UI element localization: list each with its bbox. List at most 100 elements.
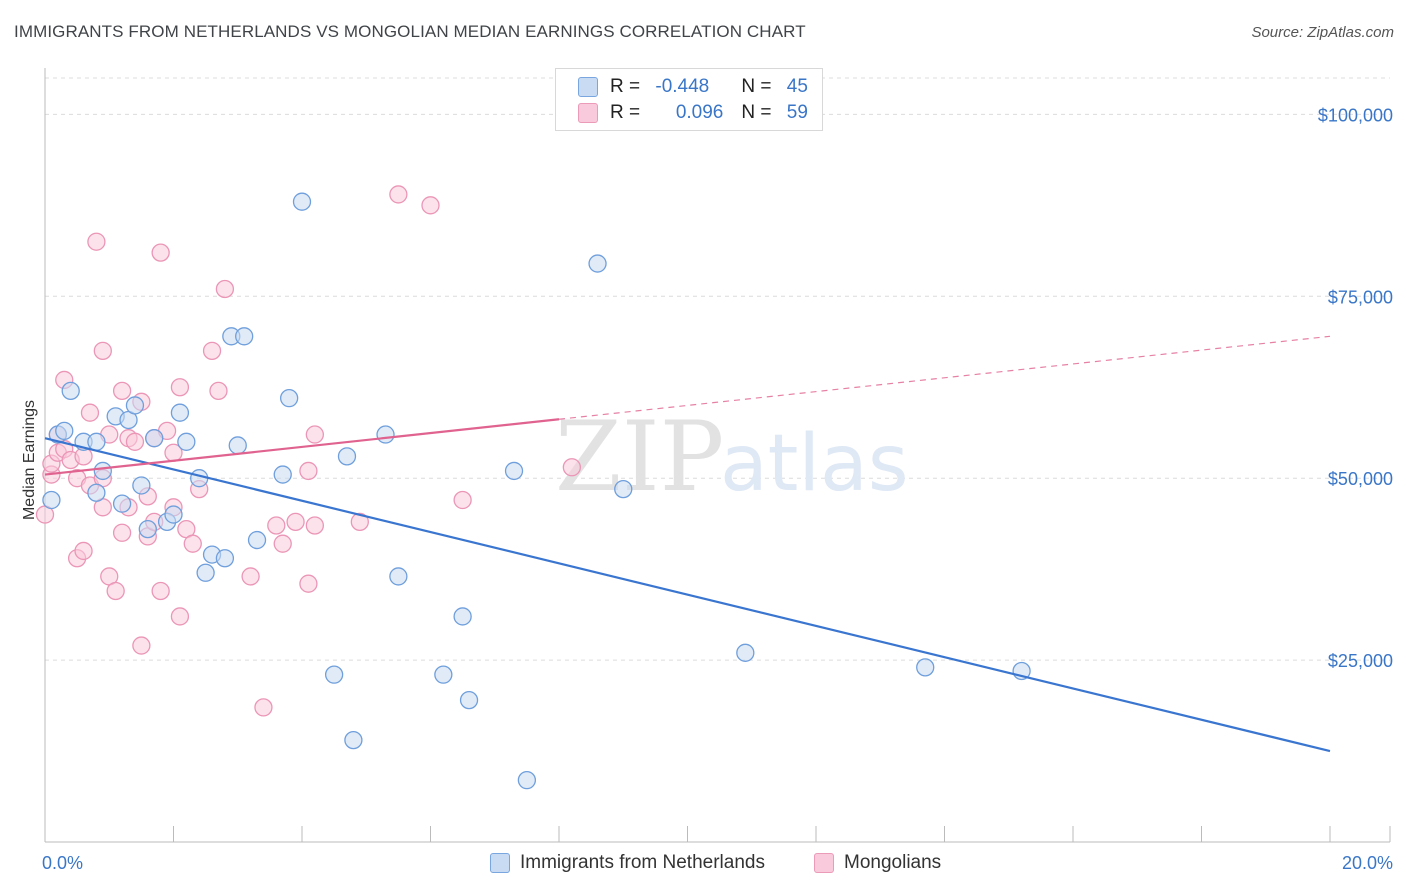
data-point — [305, 425, 325, 444]
data-point — [112, 523, 132, 542]
data-point — [151, 581, 170, 601]
data-point — [170, 378, 190, 397]
series-swatch-blue — [490, 853, 510, 873]
legend-n-label: N = — [741, 102, 777, 123]
legend-r-label: R = — [610, 102, 646, 123]
series-legend-netherlands: Immigrants from Netherlands — [490, 852, 765, 874]
data-point — [132, 636, 151, 655]
data-point — [344, 730, 363, 750]
data-point — [74, 541, 93, 561]
data-point — [125, 432, 145, 451]
data-point — [614, 479, 633, 499]
trend-lines — [44, 335, 1331, 753]
data-point — [80, 403, 100, 422]
data-point — [273, 534, 292, 553]
legend-n-value: 59 — [786, 102, 808, 123]
trend-line-solid — [44, 418, 560, 476]
watermark-zip: ZIP — [555, 401, 724, 513]
data-point — [125, 396, 145, 415]
data-point — [299, 574, 318, 593]
data-point — [112, 381, 132, 401]
data-point — [42, 490, 61, 510]
data-point — [87, 432, 106, 451]
data-point — [434, 665, 453, 684]
data-point — [517, 771, 537, 790]
legend-swatch-pink — [578, 103, 598, 123]
series-mongolians-points — [35, 185, 581, 717]
data-point — [324, 665, 344, 684]
legend-n-value: 45 — [786, 76, 808, 97]
y-tick-label: $50,000 — [1328, 469, 1393, 489]
data-point — [453, 490, 472, 510]
data-point — [112, 494, 132, 513]
data-point — [87, 232, 106, 251]
data-point — [376, 425, 395, 444]
legend-r-value: -0.448 — [655, 76, 710, 97]
x-tick-label: 0.0% — [42, 853, 83, 873]
data-point — [279, 389, 299, 408]
chart-title: IMMIGRANTS FROM NETHERLANDS VS MONGOLIAN… — [14, 22, 806, 41]
source-credit: Source: ZipAtlas.com — [1251, 24, 1394, 41]
data-point — [273, 465, 292, 484]
legend-swatch-blue — [578, 77, 598, 97]
y-axis-label: Median Earnings — [21, 400, 38, 520]
legend-r-label: R = — [610, 76, 646, 97]
series-legend-mongolians: Mongolians — [814, 852, 941, 874]
data-point — [151, 243, 170, 262]
data-point — [145, 429, 164, 448]
data-point — [170, 607, 190, 626]
data-point — [337, 447, 357, 466]
data-point — [132, 476, 151, 495]
data-point — [138, 519, 157, 539]
legend-row-mongolians: R = 0.096 N = 59 — [578, 101, 808, 125]
y-tick-labels: $25,000 $50,000 $75,000 $100,000 — [1318, 105, 1393, 671]
watermark-atlas: atlas — [720, 419, 909, 509]
data-point — [562, 458, 581, 477]
data-point — [254, 698, 273, 717]
data-point — [247, 530, 267, 550]
data-point — [61, 381, 80, 401]
data-point — [736, 643, 755, 662]
data-point — [299, 461, 318, 481]
data-point — [106, 581, 125, 601]
y-tick-label: $25,000 — [1328, 651, 1393, 671]
data-point — [55, 421, 74, 441]
data-point — [459, 690, 479, 710]
trend-line-dashed — [558, 335, 1331, 420]
data-point — [215, 549, 235, 568]
series-legend-label: Mongolians — [844, 852, 942, 873]
data-point — [421, 196, 440, 215]
data-point — [235, 327, 254, 346]
data-point — [177, 432, 196, 451]
data-point — [389, 185, 408, 204]
data-point — [292, 192, 312, 211]
legend-r-value: 0.096 — [675, 102, 724, 123]
legend-n-label: N = — [741, 76, 777, 97]
data-point — [228, 436, 247, 455]
data-point — [209, 381, 228, 401]
y-tick-label: $100,000 — [1318, 105, 1393, 125]
data-point — [389, 567, 408, 586]
trend-line-solid — [44, 437, 1331, 753]
x-tick-label: 20.0% — [1342, 853, 1393, 873]
series-legend-label: Immigrants from Netherlands — [520, 852, 765, 873]
data-point — [202, 341, 222, 361]
data-point — [504, 461, 524, 481]
data-point — [267, 516, 286, 535]
data-point — [916, 658, 935, 677]
series-swatch-pink — [814, 853, 834, 873]
axes — [44, 68, 1391, 843]
data-point — [215, 279, 235, 299]
x-tick-labels: 0.0% 20.0% — [42, 853, 1393, 873]
series-netherlands-points — [42, 192, 1031, 790]
data-point — [164, 505, 183, 524]
watermark: ZIP atlas — [555, 401, 909, 513]
data-point — [170, 403, 190, 422]
data-point — [241, 567, 260, 586]
data-point — [196, 563, 215, 582]
data-point — [93, 461, 112, 481]
data-point — [305, 516, 325, 535]
data-point — [453, 607, 472, 626]
data-point — [350, 512, 369, 531]
